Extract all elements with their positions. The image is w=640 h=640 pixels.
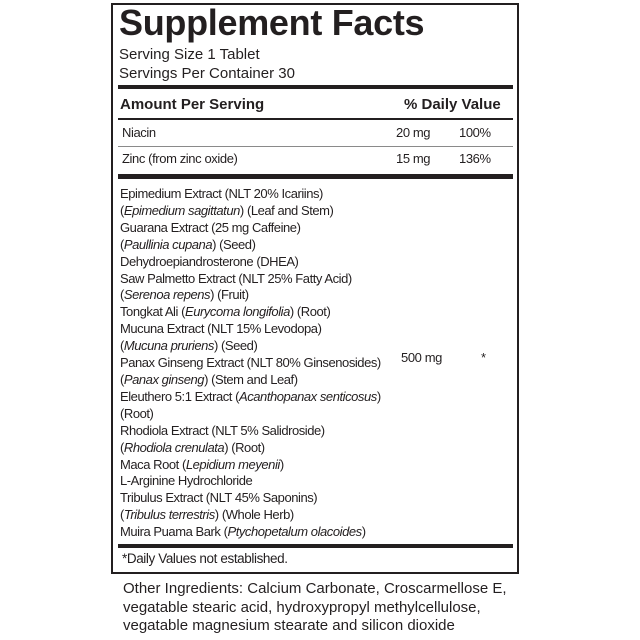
ingredient-text: ( (120, 287, 124, 303)
ingredient-line: Epimedium Extract (NLT 20% Icariins) (120, 186, 381, 203)
ingredient-line: Dehydroepiandrosterone (DHEA) (120, 254, 381, 271)
botanical-name: Acanthopanax senticosus (239, 388, 377, 404)
botanical-name: Panax ginseng (123, 371, 205, 387)
ingredient-line: (Paullinia cupana) (Seed) (120, 237, 381, 254)
other-ingredients: Other Ingredients: Calcium Carbonate, Cr… (123, 580, 507, 636)
botanical-name: Ptychopetalum olacoides (227, 524, 363, 540)
ingredient-line: (Tribulus terrestris) (Whole Herb) (120, 507, 381, 524)
other-ingredients-line: vegatable magnesium stearate and silicon… (123, 617, 455, 635)
ingredient-line: Rhodiola Extract (NLT 5% Salidroside) (120, 423, 381, 440)
ingredient-line: Saw Palmetto Extract (NLT 25% Fatty Acid… (120, 271, 381, 288)
botanical-name: Mucuna pruriens (123, 338, 215, 354)
ingredient-text: ( (120, 202, 124, 218)
nutrient-dv: 136% (459, 151, 491, 166)
ingredient-line: (Mucuna pruriens) (Seed) (120, 338, 381, 355)
botanical-name: Rhodiola crenulata (123, 439, 225, 455)
botanical-name: Eurycoma longifolia (184, 304, 290, 320)
botanical-name: Paullinia cupana (123, 236, 213, 252)
ingredient-text: Dehydroepiandrosterone (DHEA) (120, 253, 299, 269)
divider-thick (118, 85, 513, 89)
ingredient-text: (Root) (120, 405, 154, 421)
ingredient-text: ( (120, 439, 124, 455)
blend-dv: * (481, 350, 486, 365)
ingredient-text: ) (Root) (224, 439, 265, 455)
ingredient-text: Rhodiola Extract (NLT 5% Salidroside) (120, 422, 325, 438)
nutrient-name: Niacin (122, 125, 156, 140)
ingredient-text: Epimedium Extract (NLT 20% Icariins) (120, 186, 323, 201)
nutrient-amount: 15 mg (396, 151, 431, 166)
ingredient-text: ) (Seed) (212, 236, 256, 252)
ingredient-text: ) (Fruit) (210, 287, 249, 303)
ingredient-text: Guarana Extract (25 mg Caffeine) (120, 219, 301, 235)
ingredient-text: ( (120, 371, 124, 387)
divider-thick (118, 174, 513, 179)
ingredient-text: ) (Leaf and Stem) (239, 202, 334, 218)
ingredient-text: Tongkat Ali ( (120, 304, 185, 320)
ingredient-text: Tribulus Extract (NLT 45% Saponins) (120, 490, 318, 506)
divider-thick (118, 544, 513, 548)
daily-value-header: % Daily Value (404, 96, 501, 113)
ingredient-text: Saw Palmetto Extract (NLT 25% Fatty Acid… (120, 270, 352, 286)
ingredient-text: Mucuna Extract (NLT 15% Levodopa) (120, 321, 322, 337)
ingredient-text: ) (361, 524, 366, 540)
other-ingredients-line: Other Ingredients: Calcium Carbonate, Cr… (123, 580, 507, 597)
amount-header: Amount Per Serving (120, 96, 265, 113)
botanical-name: Tribulus terrestris (123, 507, 215, 523)
ingredient-line: (Root) (120, 406, 381, 423)
ingredient-line: Mucuna Extract (NLT 15% Levodopa) (120, 321, 381, 338)
ingredient-text: ) (279, 456, 284, 472)
ingredient-text: ) (Stem and Leaf) (204, 371, 298, 387)
botanical-name: Serenoa repens (123, 287, 211, 303)
ingredient-line: (Epimedium sagittatun) (Leaf and Stem) (120, 203, 381, 220)
ingredient-text: ( (120, 236, 124, 252)
ingredient-text: Maca Root ( (120, 456, 186, 472)
serving-size: Serving Size 1 Tablet (119, 46, 260, 63)
ingredient-text: Muira Puama Bark ( (120, 524, 228, 540)
ingredient-text: ) (376, 388, 381, 404)
ingredient-text: ) (Seed) (213, 338, 258, 354)
footnote: *Daily Values not established. (122, 551, 288, 566)
ingredient-text: ( (120, 338, 124, 354)
ingredient-text: ( (120, 507, 124, 523)
ingredient-line: Muira Puama Bark (Ptychopetalum olacoide… (120, 524, 381, 541)
ingredient-line: Eleuthero 5:1 Extract (Acanthopanax sent… (120, 389, 381, 406)
ingredient-line: Guarana Extract (25 mg Caffeine) (120, 220, 381, 237)
ingredient-line: Tongkat Ali (Eurycoma longifolia) (Root) (120, 304, 381, 321)
ingredient-text: L-Arginine Hydrochloride (120, 473, 253, 489)
blend-ingredients: Epimedium Extract (NLT 20% Icariins) (Epi… (120, 186, 381, 541)
ingredient-line: (Panax ginseng) (Stem and Leaf) (120, 372, 381, 389)
nutrient-dv: 100% (459, 125, 491, 140)
divider (118, 118, 513, 120)
ingredient-line: L-Arginine Hydrochloride (120, 473, 381, 490)
ingredient-text: ) (Whole Herb) (214, 507, 294, 523)
nutrient-name: Zinc (from zinc oxide) (122, 151, 238, 166)
ingredient-line: Panax Ginseng Extract (NLT 80% Ginsenosi… (120, 355, 381, 372)
supplement-facts-panel: Supplement Facts Serving Size 1 Tablet S… (111, 2, 519, 574)
panel-title: Supplement Facts (119, 2, 425, 43)
ingredient-line: Tribulus Extract (NLT 45% Saponins) (120, 490, 381, 507)
ingredient-text: Eleuthero 5:1 Extract ( (120, 388, 239, 404)
botanical-name: Epimedium sagittatun (123, 202, 240, 218)
ingredient-text: ) (Root) (289, 304, 331, 320)
ingredient-text: Panax Ginseng Extract (NLT 80% Ginsenosi… (120, 355, 381, 371)
nutrient-amount: 20 mg (396, 125, 431, 140)
servings-per-container: Servings Per Container 30 (119, 65, 295, 82)
blend-amount: 500 mg (401, 350, 442, 365)
ingredient-line: (Rhodiola crenulata) (Root) (120, 440, 381, 457)
ingredient-line: (Serenoa repens) (Fruit) (120, 287, 381, 304)
botanical-name: Lepidium meyenii (185, 456, 280, 472)
divider-thin (118, 146, 513, 147)
other-ingredients-line: vegatable stearic acid, hydroxypropyl me… (123, 598, 481, 616)
ingredient-line: Maca Root (Lepidium meyenii) (120, 457, 381, 474)
